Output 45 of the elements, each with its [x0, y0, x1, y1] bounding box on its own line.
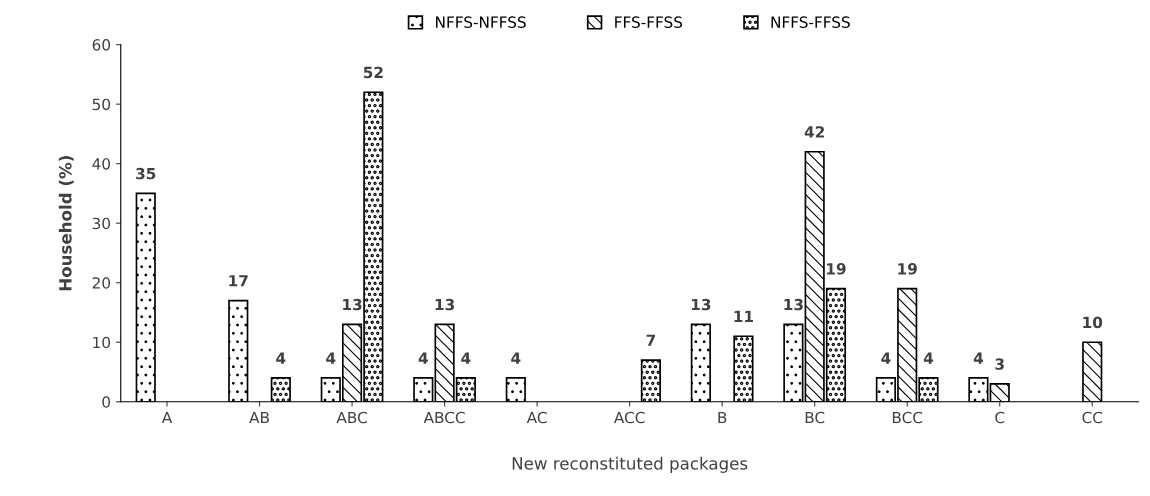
data-label: 4: [418, 352, 428, 364]
data-label: 13: [435, 298, 454, 311]
y-tick-label: 60: [92, 39, 111, 51]
legend-label: NFFS-NFFSS: [436, 16, 526, 28]
data-label: 35: [136, 167, 156, 180]
data-label: 19: [898, 263, 917, 275]
data-label: 4: [923, 352, 934, 364]
x-tick-label: BCC: [892, 411, 923, 424]
y-tick-label: 50: [92, 98, 111, 111]
y-tick-label: 0: [102, 396, 111, 408]
data-label: 4: [461, 352, 471, 364]
data-label: 19: [827, 263, 846, 275]
x-tick-label: AB: [249, 411, 269, 424]
data-label: 4: [326, 352, 336, 364]
data-label: 13: [343, 298, 362, 311]
y-tick-label: 30: [92, 217, 111, 230]
y-tick-label: 40: [92, 158, 111, 170]
data-label: 4: [511, 352, 521, 364]
x-tick-label: AC: [526, 411, 547, 424]
data-label: 4: [973, 352, 984, 364]
x-tick-label: BC: [805, 411, 825, 424]
data-label: 17: [229, 275, 248, 287]
data-label: 13: [691, 298, 711, 311]
y-axis-title: Household (%): [58, 156, 74, 291]
data-label: 11: [734, 310, 754, 322]
legend-label: NFFS-FFSS: [771, 16, 850, 28]
data-label: 7: [646, 334, 656, 346]
data-label: 3: [995, 358, 1004, 370]
x-tick-label: CC: [1082, 411, 1103, 424]
x-tick-label: ACC: [613, 411, 645, 424]
data-label: 13: [784, 298, 803, 311]
data-label: 42: [804, 126, 824, 138]
x-tick-label: ABC: [336, 411, 367, 424]
data-label: 10: [1083, 316, 1103, 329]
x-tick-label: B: [718, 411, 727, 424]
y-tick-label: 20: [92, 277, 111, 289]
x-tick-label: ABCC: [423, 411, 465, 424]
x-tick-label: C: [995, 411, 1005, 424]
x-axis-title: New reconstituted packages: [512, 456, 748, 473]
legend-label: FFS-FFSS: [615, 16, 683, 28]
data-label: 4: [881, 352, 891, 364]
data-label: 4: [276, 352, 286, 364]
data-label: 52: [363, 66, 383, 79]
y-tick-label: 10: [93, 336, 111, 349]
x-tick-label: A: [161, 411, 173, 424]
